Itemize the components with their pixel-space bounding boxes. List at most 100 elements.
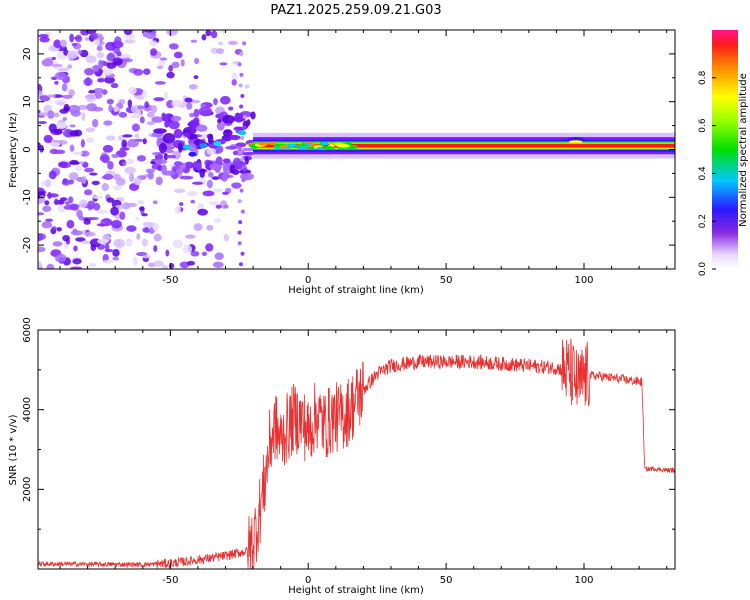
noise-blob: [92, 195, 104, 200]
noise-blob: [38, 121, 47, 125]
noise-blob: [205, 30, 212, 37]
noise-blob: [79, 49, 89, 58]
noise-blob: [141, 255, 152, 259]
noise-blob: [159, 57, 168, 61]
tone-ripple: [322, 146, 335, 150]
noise-blob: [38, 112, 49, 116]
noise-blob: [147, 171, 154, 180]
noise-blob: [69, 144, 75, 152]
noise-blob: [119, 54, 130, 58]
tone-ripple: [279, 144, 289, 149]
transition-blob: [176, 167, 183, 175]
noise-blob: [89, 172, 98, 176]
noise-blob: [106, 62, 117, 69]
noise-blob: [128, 86, 137, 95]
x-tick-label: 0: [305, 575, 311, 586]
noise-blob: [118, 111, 128, 118]
noise-blob: [68, 172, 79, 180]
transition-blob: [228, 134, 241, 141]
noise-blob: [186, 190, 199, 196]
noise-blob: [125, 238, 133, 247]
noise-blob: [213, 188, 224, 193]
noise-blob: [48, 170, 57, 180]
noise-blob: [45, 218, 54, 222]
transition-blob: [151, 116, 164, 123]
transition-blob: [184, 161, 194, 169]
noise-blob: [146, 111, 155, 118]
noise-blob: [172, 239, 184, 249]
colorbar-tick-label: 0.6: [698, 118, 708, 133]
noise-blob: [115, 177, 126, 186]
stripe-blob: [238, 220, 243, 225]
noise-blob: [38, 83, 42, 91]
y-tick-label: 2000: [22, 477, 33, 502]
snr-y-axis-label: SNR (10 * v/v): [8, 414, 19, 485]
noise-blob: [154, 81, 166, 85]
noise-blob: [95, 39, 101, 46]
noise-blob: [223, 233, 230, 242]
noise-blob: [194, 57, 200, 65]
tone-ripple: [337, 144, 351, 148]
transition-blob: [161, 112, 166, 121]
transition-blob: [232, 157, 242, 167]
noise-blob: [81, 175, 87, 185]
noise-blob: [113, 106, 120, 112]
noise-blob: [57, 204, 66, 213]
noise-blob: [84, 167, 95, 173]
noise-blob: [96, 51, 105, 59]
stripe-blob: [240, 136, 245, 141]
noise-blob: [133, 177, 142, 186]
noise-blob: [86, 137, 95, 143]
snr-x-ticks: -50 0 50 100: [59, 330, 668, 586]
noise-blob: [190, 39, 198, 43]
noise-blob: [222, 191, 229, 196]
noise-blob: [103, 66, 113, 76]
noise-blob: [182, 244, 193, 254]
noise-blob: [62, 117, 68, 121]
noise-blob: [61, 94, 73, 99]
noise-blob: [40, 180, 46, 186]
tone-ripple: [268, 141, 277, 146]
noise-blob: [85, 77, 91, 86]
noise-blob: [96, 223, 106, 227]
noise-blob: [122, 161, 127, 166]
tone-core: [253, 143, 675, 148]
noise-blob: [63, 204, 75, 210]
noise-blob: [88, 89, 96, 94]
x-tick-label: 50: [440, 575, 453, 586]
y-tick-label: 0: [22, 146, 33, 152]
transition-blob: [217, 118, 222, 124]
tone-ripple: [297, 146, 308, 150]
noise-blob: [244, 84, 250, 89]
noise-blob: [44, 179, 51, 188]
noise-blob: [63, 106, 70, 112]
noise-blob: [66, 50, 78, 59]
noise-blob: [69, 159, 79, 165]
noise-blob: [92, 118, 99, 128]
noise-blob: [52, 241, 63, 247]
noise-blob: [168, 263, 175, 269]
noise-blob: [39, 36, 50, 43]
noise-blob: [152, 260, 165, 267]
noise-blob: [168, 64, 174, 72]
noise-blob: [70, 110, 81, 117]
noise-blob: [106, 197, 115, 203]
transition-blob: [193, 117, 200, 125]
noise-blob: [217, 41, 224, 46]
noise-blob: [72, 228, 78, 234]
noise-blob: [186, 102, 193, 110]
snr-marks: [38, 338, 675, 569]
noise-blob: [136, 233, 141, 240]
stripe-blob: [240, 157, 245, 162]
y-tick-label: 20: [22, 48, 33, 61]
noise-blob: [66, 219, 75, 229]
noise-blob: [142, 227, 150, 233]
noise-blob: [53, 112, 60, 118]
transition-blob: [177, 142, 183, 153]
noise-blob: [38, 233, 43, 242]
noise-blob: [215, 204, 222, 209]
noise-blob: [106, 98, 114, 105]
transition-blob: [222, 158, 231, 164]
noise-blob: [54, 80, 59, 85]
noise-blob: [110, 206, 119, 216]
